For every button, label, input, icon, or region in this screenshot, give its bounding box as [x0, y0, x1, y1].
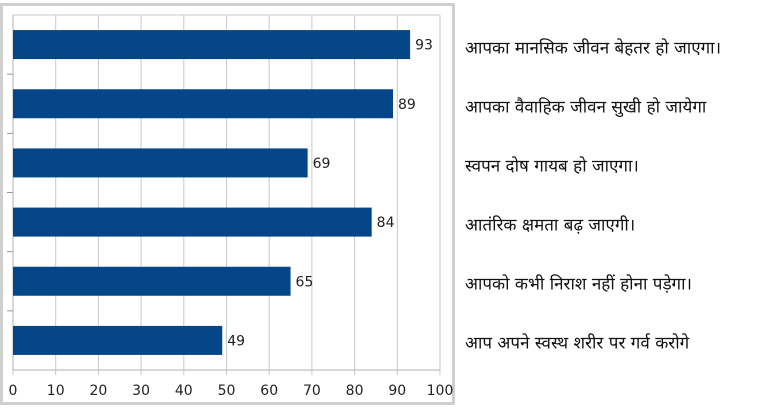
category-label: आपको कभी निराश नहीं होना पड़ेगा।: [465, 274, 692, 295]
category-label: आतंरिक क्षमता बढ़ जाएगी।: [465, 215, 636, 236]
data-label: 65: [296, 274, 314, 290]
data-label: 49: [227, 333, 245, 349]
category-label: स्वपन दोष गायब हो जाएगा।: [465, 156, 639, 177]
data-label: 84: [377, 215, 395, 231]
data-label: 93: [415, 38, 433, 54]
bar: [13, 325, 223, 355]
bar: [13, 30, 411, 60]
x-tick-label: 50: [218, 383, 236, 399]
bar: [13, 266, 291, 296]
x-tick-label: 0: [9, 383, 18, 399]
data-label: 69: [313, 156, 331, 172]
category-label: आपका मानसिक जीवन बेहतर हो जाएगा।: [465, 38, 722, 59]
bar: [13, 89, 394, 119]
category-label: आपका वैवाहिक जीवन सुखी हो जायेगा: [465, 97, 707, 118]
x-tick-label: 90: [388, 383, 406, 399]
x-tick-label: 100: [427, 383, 454, 399]
category-label: आप अपने स्वस्थ शरीर पर गर्व करोगे: [465, 333, 690, 354]
data-label: 89: [398, 97, 416, 113]
x-tick-label: 60: [260, 383, 278, 399]
bar: [13, 207, 372, 237]
bar: [13, 148, 308, 178]
x-tick-label: 80: [346, 383, 364, 399]
x-tick-label: 20: [89, 383, 107, 399]
x-tick-label: 40: [175, 383, 193, 399]
x-tick-label: 30: [132, 383, 150, 399]
x-tick-label: 70: [303, 383, 321, 399]
x-tick-label: 10: [47, 383, 65, 399]
